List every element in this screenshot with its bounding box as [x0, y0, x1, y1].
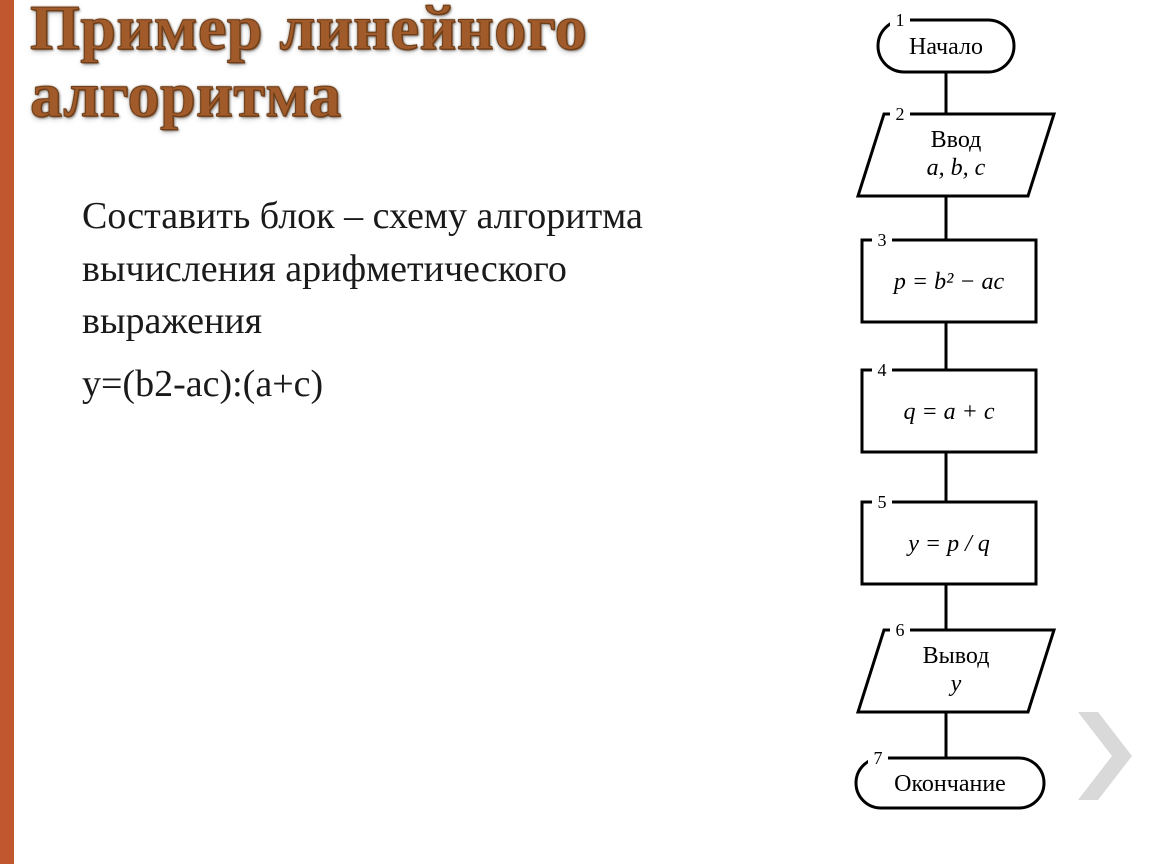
- svg-text:1: 1: [896, 10, 905, 30]
- svg-text:Начало: Начало: [909, 34, 983, 60]
- svg-text:q = a + c: q = a + c: [903, 399, 994, 425]
- title-line-2: алгоритма: [30, 59, 342, 130]
- accent-bar: [0, 0, 14, 864]
- svg-text:3: 3: [878, 230, 887, 250]
- body-text: Составить блок – схему алгоритма вычисле…: [30, 190, 730, 347]
- svg-text:y = p / q: y = p / q: [906, 531, 990, 557]
- svg-text:Ввод: Ввод: [931, 127, 982, 153]
- svg-text:у: у: [949, 671, 962, 697]
- slide-title: Пример линейного алгоритма: [30, 0, 730, 128]
- svg-text:Вывод: Вывод: [923, 643, 990, 669]
- formula-text: у=(b2-ас):(а+с): [30, 362, 730, 406]
- svg-text:5: 5: [878, 492, 887, 512]
- next-chevron-icon[interactable]: [1072, 706, 1144, 806]
- svg-text:6: 6: [896, 620, 905, 640]
- title-line-1: Пример линейного: [30, 0, 587, 63]
- svg-text:2: 2: [896, 104, 905, 124]
- content-area: Пример линейного алгоритма Составить бло…: [30, 0, 730, 406]
- svg-text:Окончание: Окончание: [894, 771, 1006, 797]
- svg-text:4: 4: [878, 360, 887, 380]
- flowchart-diagram: Начало1 Вводa, b, c 2 p = b² − ac3 q = a + c…: [818, 8, 1074, 848]
- svg-text:p = b² − ac: p = b² − ac: [892, 269, 1005, 295]
- svg-text:7: 7: [874, 748, 883, 768]
- svg-text:a, b, c: a, b, c: [927, 155, 986, 181]
